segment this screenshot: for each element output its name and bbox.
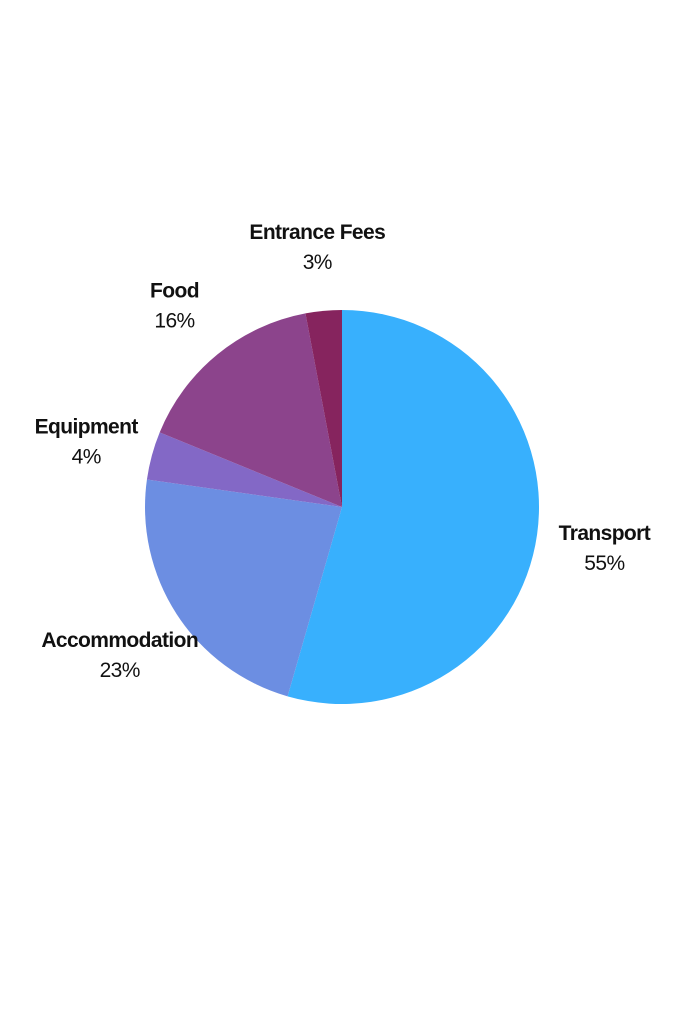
pie-slice-transport	[287, 310, 540, 704]
pie-slice-food	[159, 313, 342, 507]
pie-label-name: Entrance Fees	[249, 221, 385, 244]
pie-label-value: 16%	[154, 310, 194, 333]
pie-label-value: 3%	[303, 251, 332, 274]
pie-label-name: Equipment	[35, 416, 139, 439]
pie-label-name: Accommodation	[41, 629, 198, 652]
pie-slice-entrance-fees	[305, 310, 342, 507]
pie-label-value: 23%	[100, 659, 140, 682]
pie-slices	[145, 310, 540, 704]
pie-slice-equipment	[146, 432, 342, 507]
pie-label-name: Transport	[559, 522, 651, 545]
pie-label-name: Food	[150, 280, 199, 303]
pie-label-equipment: Equipment 4%	[35, 416, 139, 469]
pie-labels: Transport 55% Accommodation 23% Equipment 4% F…	[35, 221, 652, 682]
pie-label-entrance-fees: Entrance Fees 3%	[249, 221, 385, 274]
pie-label-value: 4%	[72, 446, 101, 469]
pie-label-food: Food 16%	[150, 280, 200, 333]
pie-label-accommodation: Accommodation 23%	[41, 629, 198, 682]
pie-slice-accommodation	[145, 479, 342, 697]
pie-label-value: 55%	[584, 552, 624, 575]
pie-label-transport: Transport 55%	[559, 522, 652, 575]
